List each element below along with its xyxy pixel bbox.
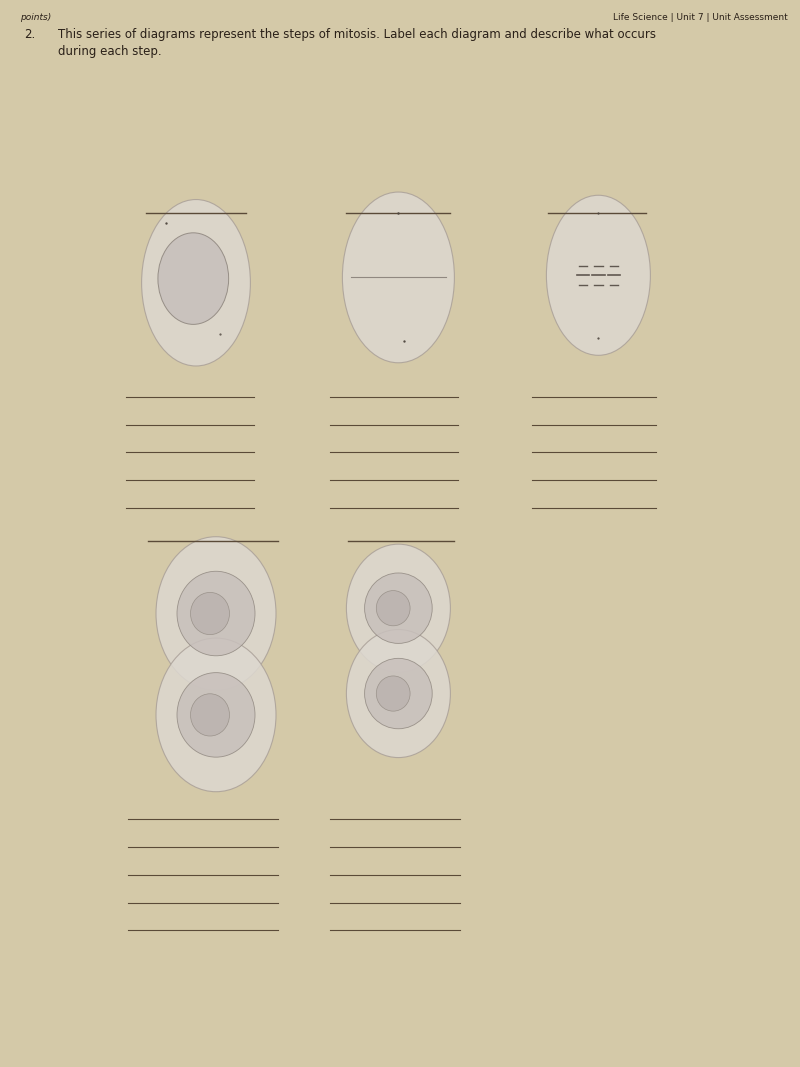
Ellipse shape <box>376 591 410 625</box>
Ellipse shape <box>190 694 230 736</box>
Text: points): points) <box>20 13 51 21</box>
Text: 2.: 2. <box>24 28 35 41</box>
Ellipse shape <box>346 630 450 758</box>
Point <box>592 329 605 346</box>
Ellipse shape <box>376 676 410 711</box>
Ellipse shape <box>142 200 250 366</box>
Text: This series of diagrams represent the steps of mitosis. Label each diagram and d: This series of diagrams represent the st… <box>58 28 656 41</box>
Ellipse shape <box>158 233 229 324</box>
Ellipse shape <box>546 195 650 355</box>
Ellipse shape <box>365 658 432 729</box>
Text: during each step.: during each step. <box>58 45 162 58</box>
Ellipse shape <box>156 537 276 690</box>
Ellipse shape <box>177 571 255 656</box>
Ellipse shape <box>190 592 230 635</box>
Point <box>214 325 227 343</box>
Point <box>160 214 173 232</box>
Ellipse shape <box>365 573 432 643</box>
Ellipse shape <box>346 544 450 672</box>
Point <box>392 205 405 222</box>
Point <box>592 205 605 222</box>
Point <box>398 333 410 350</box>
Text: Life Science | Unit 7 | Unit Assessment: Life Science | Unit 7 | Unit Assessment <box>614 13 788 21</box>
Ellipse shape <box>177 672 255 758</box>
Ellipse shape <box>156 638 276 792</box>
Ellipse shape <box>342 192 454 363</box>
